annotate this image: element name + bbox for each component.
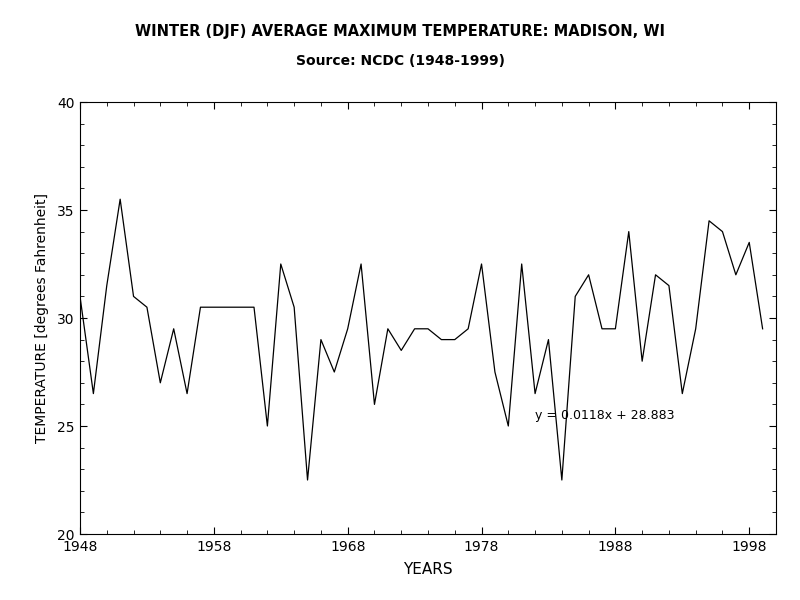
- Y-axis label: TEMPERATURE [degrees Fahrenheit]: TEMPERATURE [degrees Fahrenheit]: [34, 193, 49, 443]
- Text: WINTER (DJF) AVERAGE MAXIMUM TEMPERATURE: MADISON, WI: WINTER (DJF) AVERAGE MAXIMUM TEMPERATURE…: [135, 24, 665, 39]
- Text: y = 0.0118x + 28.883: y = 0.0118x + 28.883: [535, 409, 674, 422]
- Text: Source: NCDC (1948-1999): Source: NCDC (1948-1999): [295, 54, 505, 68]
- X-axis label: YEARS: YEARS: [403, 562, 453, 577]
